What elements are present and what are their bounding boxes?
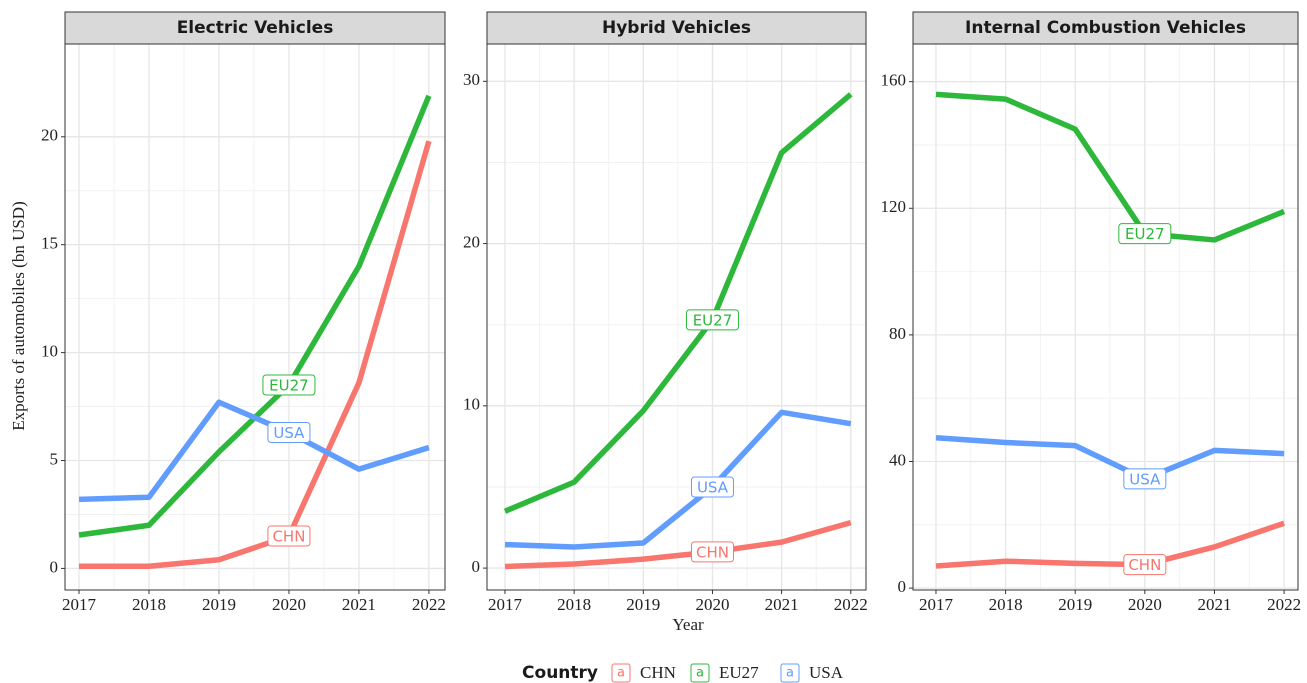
x-tick-label: 2021 xyxy=(765,595,799,614)
series-label: USA xyxy=(697,478,729,496)
x-tick-label: 2022 xyxy=(834,595,868,614)
legend-glyph: a xyxy=(696,666,704,681)
series-label-box xyxy=(267,525,311,547)
y-tick-label: 0 xyxy=(472,557,481,576)
series-label-box xyxy=(690,541,734,563)
series-label-box xyxy=(1123,554,1167,576)
x-tick-label: 2021 xyxy=(1197,595,1231,614)
y-tick-label: 5 xyxy=(50,449,59,468)
series-label: USA xyxy=(273,424,305,442)
panel-background xyxy=(65,44,445,590)
y-tick-label: 160 xyxy=(881,71,907,90)
x-tick-label: 2022 xyxy=(1267,595,1301,614)
x-tick-label: 2017 xyxy=(919,595,954,614)
series-line xyxy=(78,140,432,570)
legend-label: EU27 xyxy=(719,663,759,682)
panel-border xyxy=(64,43,446,591)
series-label-box xyxy=(690,476,734,498)
legend-glyph: a xyxy=(617,666,625,681)
series-line xyxy=(935,520,1285,569)
panel-background xyxy=(913,44,1298,590)
x-tick-label: 2018 xyxy=(989,595,1023,614)
x-tick-label: 2019 xyxy=(1058,595,1092,614)
series-label: CHN xyxy=(696,543,729,561)
x-tick-label: 2020 xyxy=(695,595,729,614)
strip-background xyxy=(912,11,1299,45)
series-label-box xyxy=(1123,468,1167,490)
y-axis-label: Exports of automobiles (bn USD) xyxy=(9,201,28,430)
panel-title: Internal Combustion Vehicles xyxy=(965,18,1246,38)
series-label-box xyxy=(262,374,316,396)
panel-title: Electric Vehicles xyxy=(177,18,334,38)
series-line xyxy=(504,520,852,570)
legend-glyph: a xyxy=(786,666,794,681)
y-tick-label: 120 xyxy=(881,197,907,216)
x-tick-label: 2019 xyxy=(202,595,236,614)
series-label-box xyxy=(1118,223,1172,245)
strip-background xyxy=(64,11,446,45)
panel-border xyxy=(486,43,867,591)
series-label: EU27 xyxy=(1125,225,1165,243)
series-line xyxy=(503,92,853,514)
series-label: CHN xyxy=(1128,556,1161,574)
series-line xyxy=(935,91,1286,243)
x-tick-label: 2019 xyxy=(626,595,660,614)
legend-label: USA xyxy=(809,663,844,682)
x-tick-label: 2018 xyxy=(557,595,591,614)
y-tick-label: 80 xyxy=(889,324,906,343)
panel-title: Hybrid Vehicles xyxy=(602,18,751,38)
y-tick-label: 30 xyxy=(463,70,480,89)
x-tick-label: 2018 xyxy=(132,595,166,614)
legend-key xyxy=(780,663,800,683)
legend-key xyxy=(611,663,631,683)
series-label-box xyxy=(685,309,739,331)
x-axis-label: Year xyxy=(672,615,704,634)
legend-key xyxy=(690,663,710,683)
series-line xyxy=(935,435,1285,482)
y-tick-label: 0 xyxy=(898,577,907,596)
y-tick-label: 20 xyxy=(41,126,58,145)
x-tick-label: 2017 xyxy=(488,595,523,614)
y-tick-label: 40 xyxy=(889,450,906,469)
y-tick-label: 20 xyxy=(463,232,480,251)
x-tick-label: 2020 xyxy=(1128,595,1162,614)
x-tick-label: 2020 xyxy=(272,595,306,614)
strip-background xyxy=(486,11,867,45)
x-tick-label: 2022 xyxy=(412,595,446,614)
x-tick-label: 2021 xyxy=(342,595,376,614)
series-label: USA xyxy=(1129,470,1161,488)
series-line xyxy=(504,409,852,550)
x-tick-label: 2017 xyxy=(62,595,97,614)
series-label: CHN xyxy=(272,528,305,546)
y-tick-label: 15 xyxy=(41,234,58,253)
y-tick-label: 10 xyxy=(463,395,480,414)
y-tick-label: 10 xyxy=(41,342,58,361)
series-line xyxy=(78,399,430,503)
panel-border xyxy=(912,43,1299,591)
series-label: EU27 xyxy=(693,311,733,329)
legend-label: CHN xyxy=(640,663,676,682)
legend-title: Country xyxy=(522,663,598,683)
y-tick-label: 0 xyxy=(50,557,59,576)
series-label-box xyxy=(267,421,311,443)
series-label: EU27 xyxy=(269,376,309,394)
